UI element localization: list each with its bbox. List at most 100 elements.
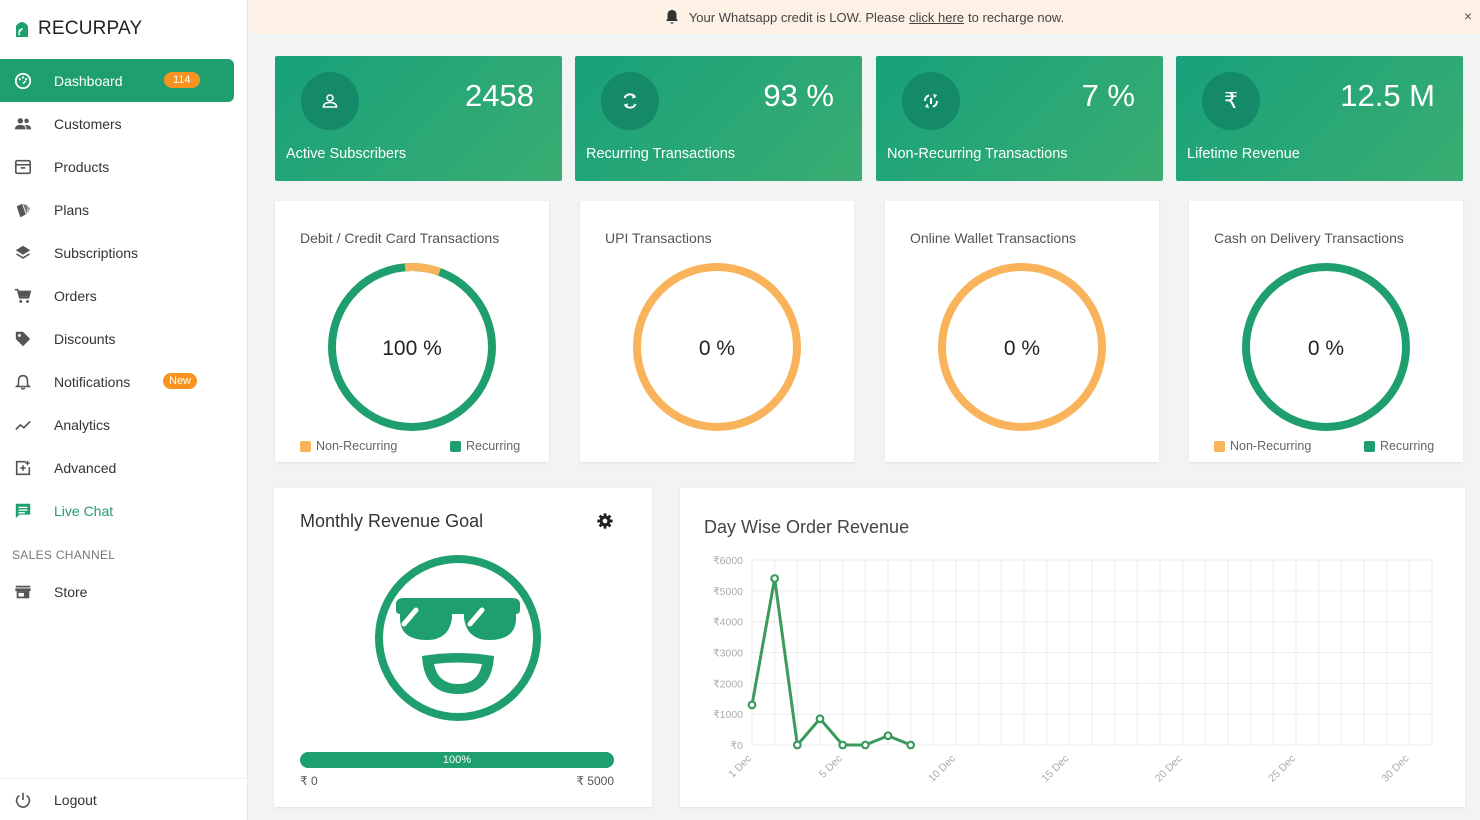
legend-label: Recurring bbox=[1380, 439, 1435, 453]
card-debit-credit-transactions: Debit / Credit Card Transactions 100 % N… bbox=[275, 201, 549, 462]
goal-max-label: ₹ 5000 bbox=[576, 774, 614, 788]
trend-line-icon bbox=[12, 414, 34, 436]
card-title: UPI Transactions bbox=[605, 230, 712, 246]
legend-recurring: Recurring bbox=[1364, 439, 1434, 453]
sidebar-item-analytics[interactable]: Analytics bbox=[0, 403, 234, 446]
gear-icon[interactable] bbox=[596, 512, 614, 530]
logout-button[interactable]: Logout bbox=[0, 778, 248, 820]
donut-chart: 100 % bbox=[328, 263, 496, 431]
stat-label: Non-Recurring Transactions bbox=[887, 146, 1068, 162]
sidebar-item-live-chat[interactable]: Live Chat bbox=[0, 489, 234, 532]
donut-chart: 0 % bbox=[633, 263, 801, 431]
legend-non-recurring: Non-Recurring bbox=[1214, 439, 1311, 453]
sidebar-item-plans[interactable]: Plans bbox=[0, 188, 234, 231]
y-tick-label: ₹5000 bbox=[713, 586, 743, 598]
sidebar-item-dashboard[interactable]: Dashboard 114 bbox=[0, 59, 234, 102]
stat-card-lifetime-revenue: ₹ 12.5 M Lifetime Revenue bbox=[1176, 56, 1463, 181]
user-icon bbox=[301, 72, 359, 130]
sidebar-item-label: Advanced bbox=[54, 459, 117, 476]
rupee-icon: ₹ bbox=[1202, 72, 1260, 130]
sidebar-item-label: Orders bbox=[54, 287, 97, 304]
recharge-link[interactable]: click here bbox=[909, 9, 965, 25]
line-chart: ₹6000 ₹5000 ₹4000 ₹3000 ₹2000 ₹1000 ₹01 Dec 5 D… bbox=[713, 555, 1433, 785]
data-point bbox=[860, 740, 870, 750]
stat-value: 12.5 M bbox=[1340, 78, 1435, 113]
store-icon bbox=[12, 581, 34, 603]
cool-smiley-icon bbox=[375, 555, 541, 721]
x-tick-label: 20 Dec bbox=[1153, 753, 1185, 785]
donut-ring-recurring bbox=[633, 263, 801, 431]
sidebar-item-label: Subscriptions bbox=[54, 244, 139, 261]
card-upi-transactions: UPI Transactions 0 % bbox=[580, 201, 854, 462]
y-tick-label: ₹4000 bbox=[713, 617, 743, 629]
refresh-icon bbox=[601, 72, 659, 130]
y-tick-label: ₹1000 bbox=[713, 709, 743, 721]
sidebar-item-customers[interactable]: Customers bbox=[0, 102, 234, 145]
dashboard-icon bbox=[12, 70, 34, 92]
donut-center-value: 0 % bbox=[1004, 337, 1040, 360]
sales-channel-list: Store bbox=[0, 570, 234, 613]
legend-label: Recurring bbox=[466, 439, 521, 453]
data-point bbox=[815, 714, 825, 724]
sidebar-item-label: Products bbox=[54, 158, 110, 175]
logout-label: Logout bbox=[54, 791, 97, 808]
sidebar-item-label: Plans bbox=[54, 201, 90, 218]
donut-center-value: 100 % bbox=[382, 337, 442, 360]
dashboard-count-badge: 114 bbox=[164, 72, 200, 88]
sync-off-icon bbox=[902, 72, 960, 130]
data-point bbox=[883, 731, 893, 741]
x-tick-label: 10 Dec bbox=[926, 753, 958, 785]
sidebar-item-orders[interactable]: Orders bbox=[0, 274, 234, 317]
cart-icon bbox=[12, 285, 34, 307]
x-tick-label: 5 Dec bbox=[817, 753, 845, 781]
donut-center-value: 0 % bbox=[1308, 337, 1344, 360]
monthly-revenue-goal-card: Monthly Revenue Goal 100% ₹ 0 ₹ 5000 bbox=[274, 488, 652, 807]
donut-ring-recurring bbox=[938, 263, 1106, 431]
card-title: Monthly Revenue Goal bbox=[300, 511, 484, 531]
sidebar-item-store[interactable]: Store bbox=[0, 570, 234, 613]
sidebar-item-products[interactable]: Products bbox=[0, 145, 234, 188]
stat-label: Lifetime Revenue bbox=[1187, 146, 1300, 162]
sidebar-item-notifications[interactable]: Notifications New bbox=[0, 360, 234, 403]
sidebar: RECURPAY Dashboard 114 Customers Product… bbox=[0, 0, 248, 820]
whatsapp-credit-alert: Your Whatsapp credit is LOW. Please clic… bbox=[249, 0, 1480, 34]
alert-text-prefix: Your Whatsapp credit is LOW. Please bbox=[688, 9, 906, 25]
stat-value: 7 % bbox=[1081, 78, 1135, 113]
close-alert-button[interactable]: × bbox=[1463, 8, 1472, 24]
brand[interactable]: RECURPAY bbox=[14, 18, 142, 40]
goal-progress-bar: 100% bbox=[300, 752, 614, 768]
x-tick-label: 25 Dec bbox=[1266, 753, 1298, 785]
legend-swatch bbox=[1364, 440, 1375, 452]
donut-ring-recurring bbox=[1242, 263, 1410, 431]
legend-recurring: Recurring bbox=[450, 439, 520, 453]
brand-name: RECURPAY bbox=[38, 18, 143, 39]
sidebar-item-label: Notifications bbox=[54, 373, 131, 390]
data-point bbox=[838, 740, 848, 750]
sidebar-nav: Dashboard 114 Customers Products Plans bbox=[0, 59, 234, 532]
sales-channel-heading: SALES CHANNEL bbox=[12, 548, 116, 562]
data-point bbox=[906, 740, 916, 750]
layers-icon bbox=[12, 242, 34, 264]
stat-label: Recurring Transactions bbox=[586, 146, 736, 162]
donut-chart: 0 % bbox=[1242, 263, 1410, 431]
stat-card-non-recurring-transactions: 7 % Non-Recurring Transactions bbox=[876, 56, 1163, 181]
sidebar-item-discounts[interactable]: Discounts bbox=[0, 317, 234, 360]
sidebar-item-advanced[interactable]: Advanced bbox=[0, 446, 234, 489]
legend-swatch bbox=[1214, 440, 1225, 452]
bell-icon bbox=[665, 9, 679, 25]
day-wise-order-revenue-card: Day Wise Order Revenue ₹6000 ₹5000 ₹4000 ₹3… bbox=[680, 488, 1465, 807]
donut-chart: 0 % bbox=[938, 263, 1106, 431]
x-tick-label: 30 Dec bbox=[1379, 753, 1411, 785]
bell-icon bbox=[12, 371, 34, 393]
series-line bbox=[750, 577, 912, 747]
alert-text-suffix: to recharge now. bbox=[968, 9, 1065, 25]
stat-card-active-subscribers: 2458 Active Subscribers bbox=[275, 56, 562, 181]
people-icon bbox=[12, 113, 34, 135]
sidebar-item-subscriptions[interactable]: Subscriptions bbox=[0, 231, 234, 274]
new-badge: New bbox=[163, 373, 198, 389]
x-tick-label: 15 Dec bbox=[1039, 753, 1071, 785]
chart-title: Day Wise Order Revenue bbox=[704, 517, 910, 537]
stat-value: 2458 bbox=[465, 78, 534, 113]
sidebar-item-label: Discounts bbox=[54, 330, 116, 347]
legend-swatch bbox=[300, 440, 311, 452]
